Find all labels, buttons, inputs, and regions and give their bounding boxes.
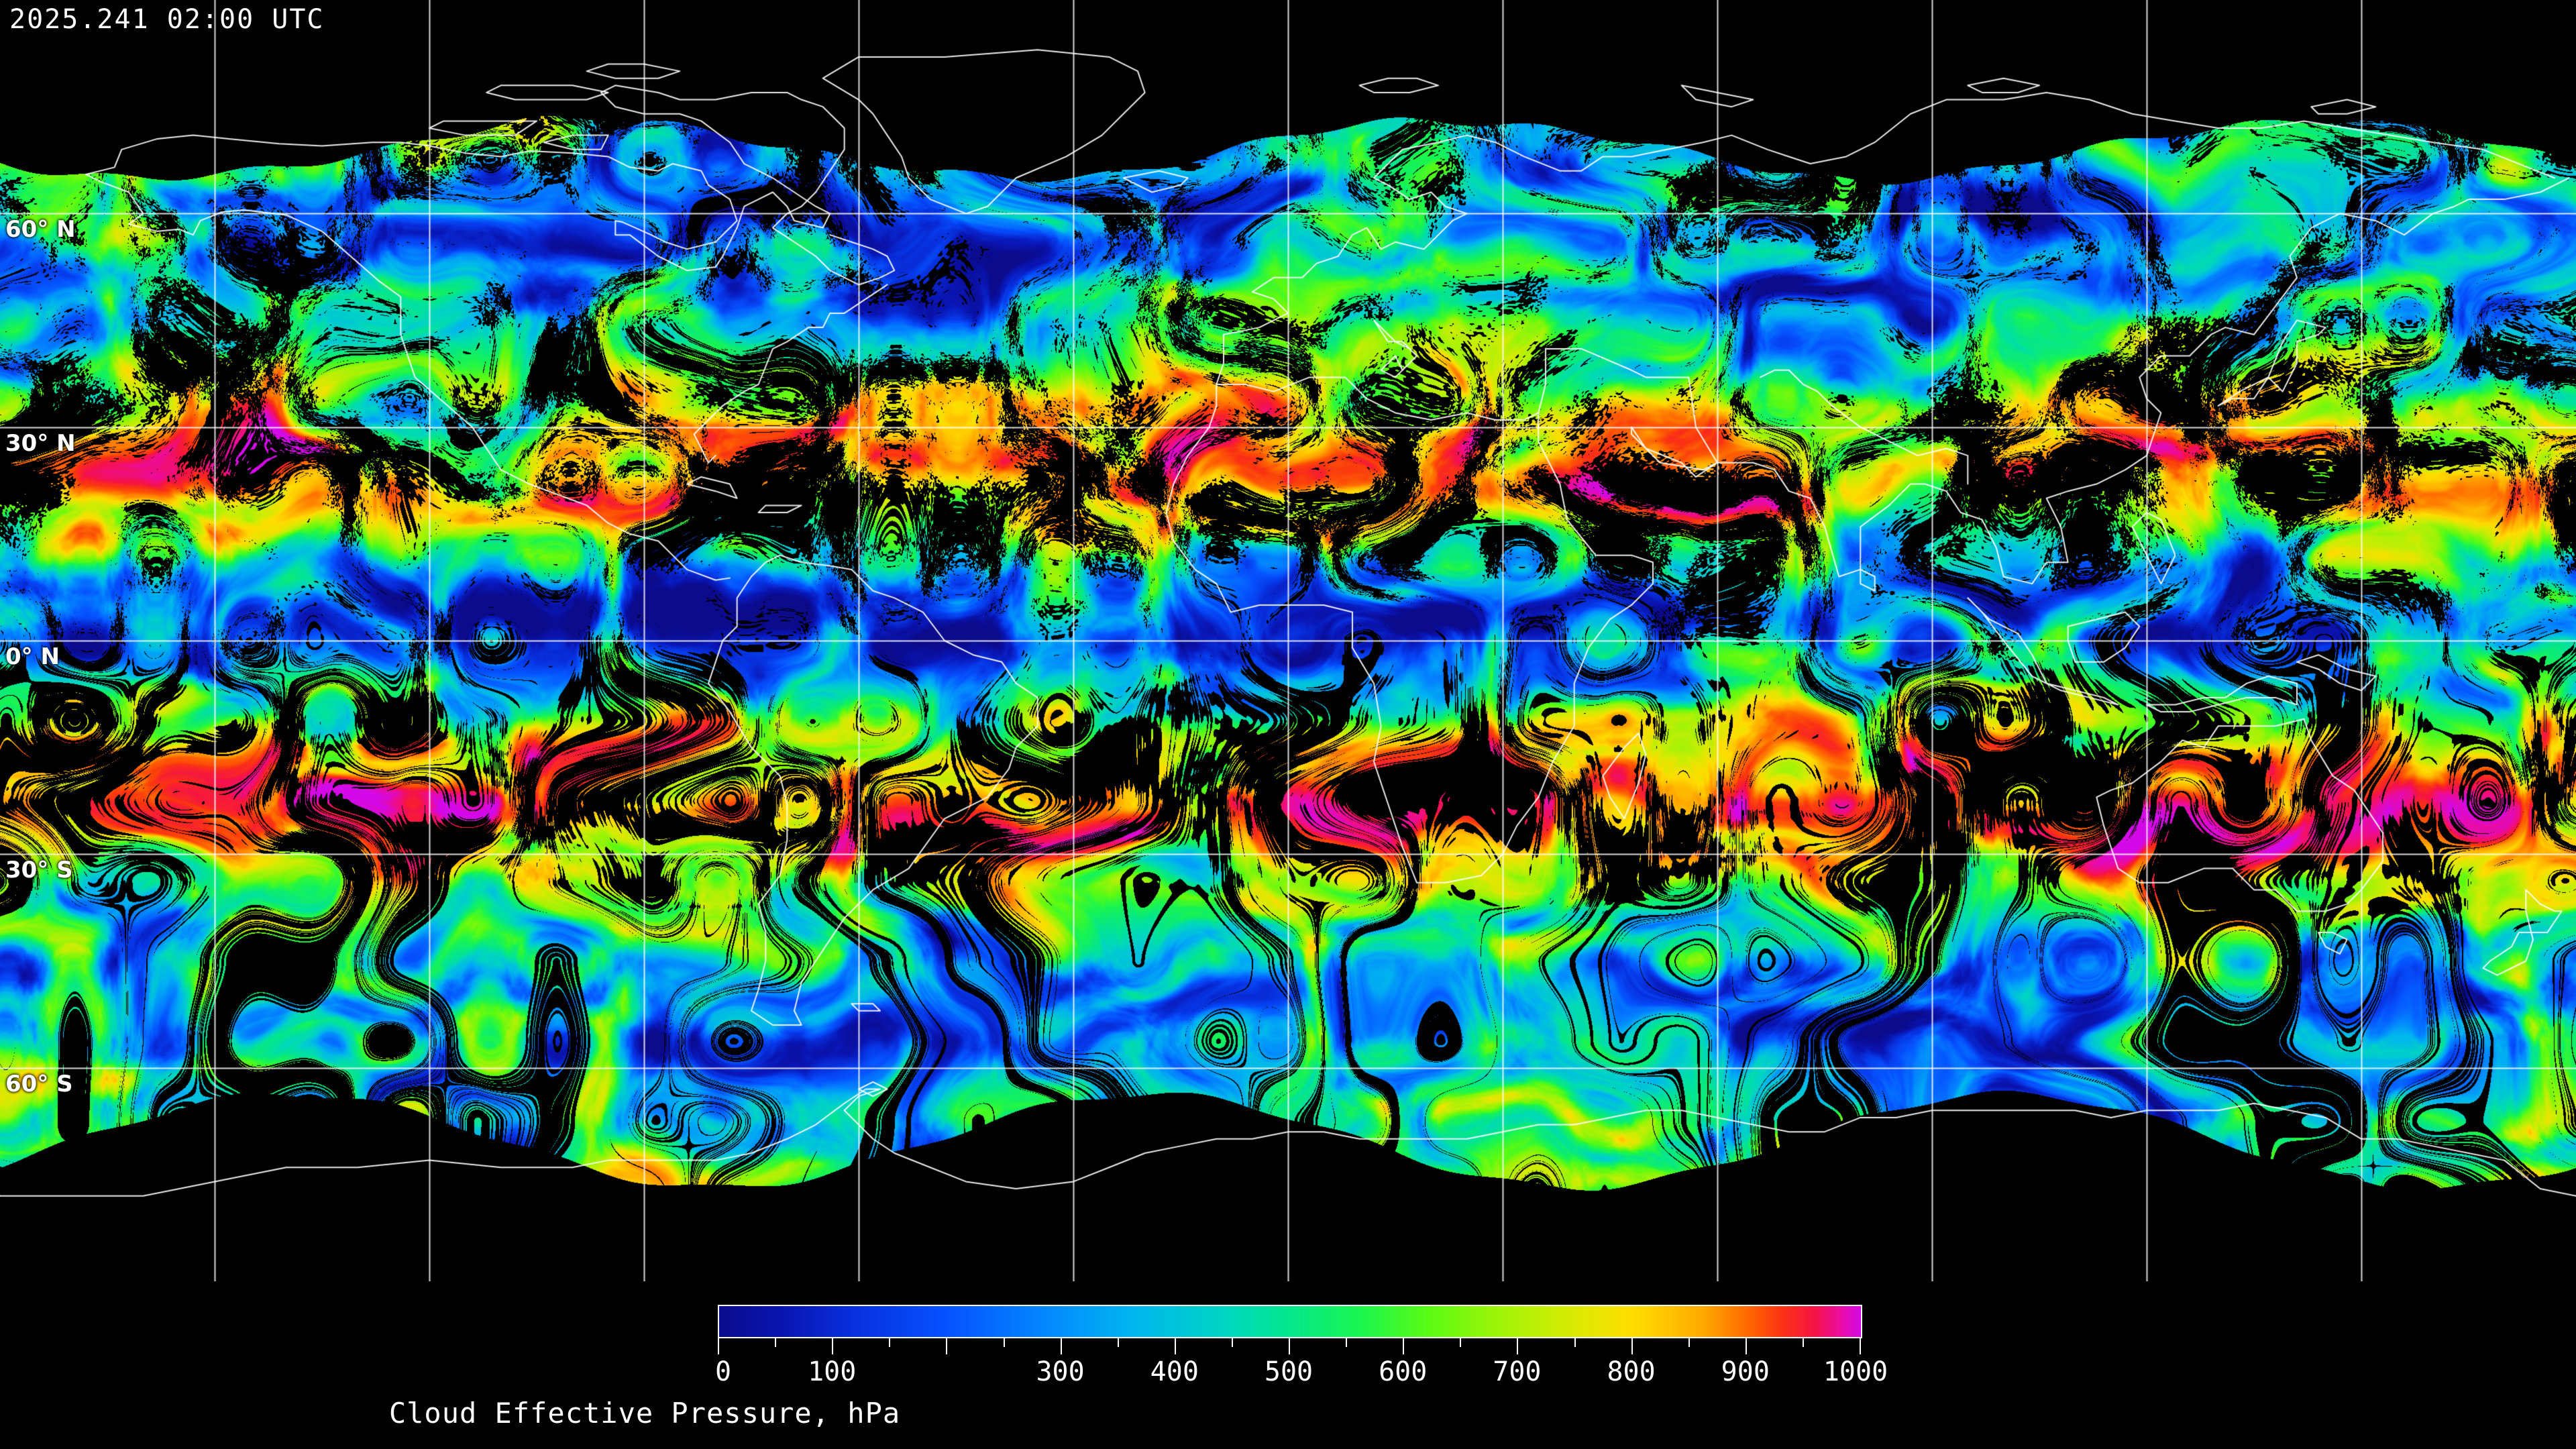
colorbar-minor-tick [1574,1338,1576,1347]
latitude-label: 30° N [5,429,76,457]
colorbar-major-tick [946,1338,948,1354]
colorbar-tick-label: 500 [1264,1356,1313,1387]
colorbar-minor-tick [1231,1338,1233,1347]
colorbar-tick-label: 100 [808,1356,857,1387]
colorbar-major-tick [1860,1338,1861,1354]
colorbar-tick-marks [718,1338,1862,1356]
colorbar-major-tick [718,1338,719,1354]
latitude-label: 0° N [5,643,60,670]
latitude-label: 30° S [5,857,73,884]
timestamp-label: 2025.241 02:00 UTC [9,4,325,35]
colorbar-minor-tick [1117,1338,1119,1347]
colorbar-title-text: Cloud Effective Pressure, hPa [388,1397,901,1430]
latitude-label: 60° N [5,216,76,244]
colorbar-tick-label: 700 [1493,1356,1542,1387]
colorbar-tick-label: 900 [1721,1356,1770,1387]
colorbar-tick-label: 300 [1036,1356,1085,1387]
colorbar-major-tick [832,1338,834,1354]
colorbar-minor-tick [775,1338,777,1347]
colorbar-major-tick [1174,1338,1176,1354]
colorbar-swatch [718,1305,1862,1338]
colorbar-tick-label: 0 [714,1356,732,1387]
cloud-pressure-raster [0,0,2576,1281]
global-map[interactable] [0,0,2576,1281]
colorbar-minor-tick [1802,1338,1804,1347]
colorbar-major-tick [1289,1338,1290,1354]
colorbar-minor-tick [1346,1338,1348,1347]
colorbar-panel: 0 100 300 400 500 600 700 800 900 1000 Cloud Effe… [0,1281,2576,1449]
colorbar-tick-labels: 0 100 300 400 500 600 700 800 900 1000 [714,1356,1888,1390]
colorbar-minor-tick [1688,1338,1690,1347]
colorbar-major-tick [1403,1338,1405,1354]
colorbar-tick-label: 400 [1150,1356,1199,1387]
colorbar-minor-tick [889,1338,891,1347]
colorbar-title: Cloud Effective Pressure, hPa [0,1397,2576,1430]
colorbar-minor-tick [1003,1338,1005,1347]
colorbar-major-tick [1517,1338,1519,1354]
latitude-label: 60° S [5,1070,73,1097]
colorbar-tick-label: 1000 [1823,1356,1888,1387]
colorbar-gradient [719,1306,1861,1337]
colorbar-tick-label: 800 [1607,1356,1656,1387]
colorbar-major-tick [1631,1338,1633,1354]
colorbar-major-tick [1745,1338,1747,1354]
colorbar-tick-label: 600 [1379,1356,1428,1387]
colorbar-major-tick [1060,1338,1062,1354]
colorbar-minor-tick [1460,1338,1462,1347]
